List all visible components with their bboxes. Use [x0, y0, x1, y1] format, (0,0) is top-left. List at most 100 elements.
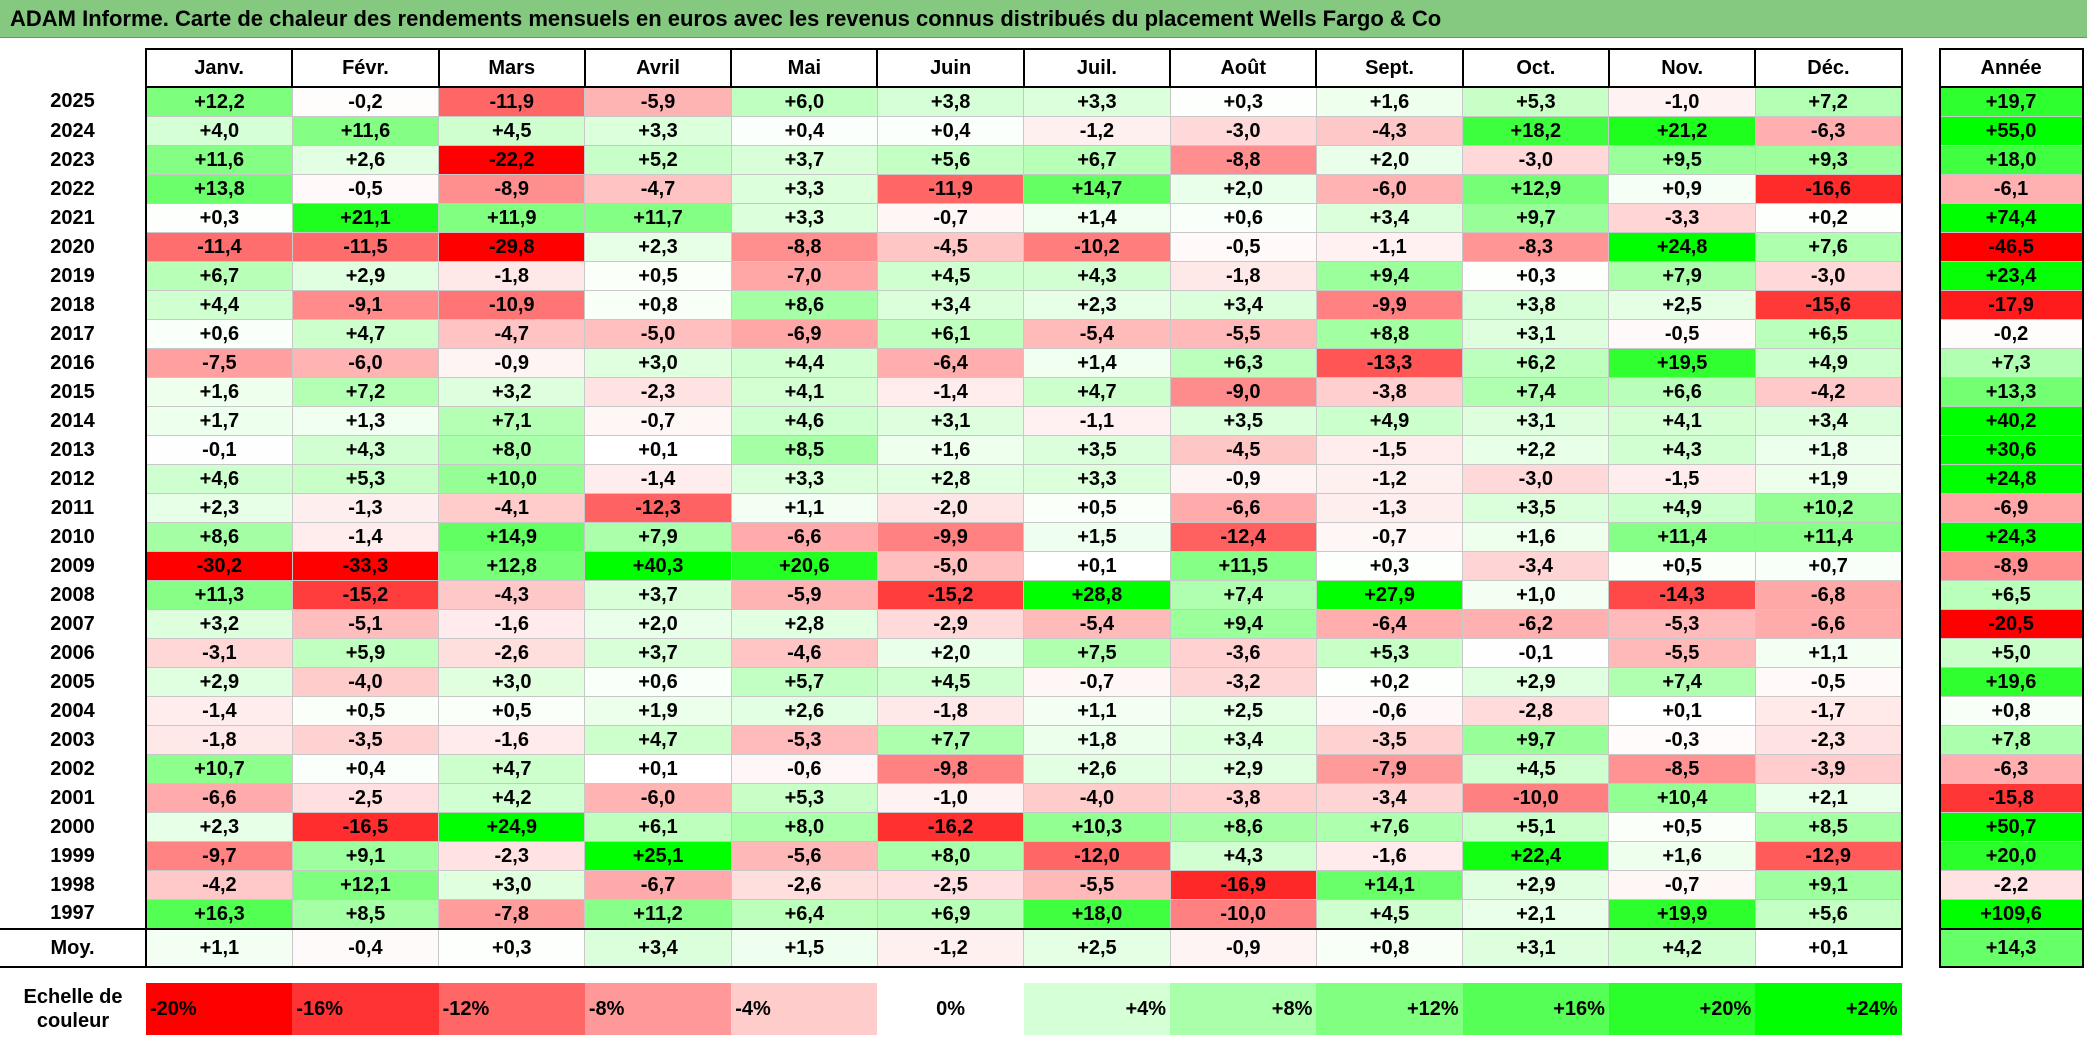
- heatmap-cell: +4,4: [730, 348, 878, 378]
- header-corner: [0, 49, 146, 87]
- heatmap-cell: +3,3: [584, 116, 732, 146]
- heatmap-cell: +25,1: [584, 841, 732, 871]
- heatmap-cell: +1,6: [876, 435, 1025, 465]
- heatmap-cell: +0,3: [438, 928, 586, 968]
- heatmap-cell: +3,1: [1462, 406, 1610, 436]
- heatmap-cell: +8,8: [1315, 319, 1464, 349]
- heatmap-cell: +3,5: [1169, 406, 1317, 436]
- heatmap-cell: +9,1: [1754, 870, 1903, 900]
- heatmap-cell: -1,0: [876, 783, 1025, 813]
- heatmap-cell: -6,4: [876, 348, 1025, 378]
- heatmap-cell: +22,4: [1462, 841, 1610, 871]
- heatmap-cell: -5,6: [730, 841, 878, 871]
- year-label: 2024: [0, 116, 147, 146]
- heatmap-cell: +7,4: [1608, 667, 1756, 697]
- heatmap-cell: +6,1: [876, 319, 1025, 349]
- chart-title: ADAM Informe. Carte de chaleur des rende…: [10, 6, 1442, 31]
- heatmap-cell: +18,0: [1023, 899, 1171, 930]
- heatmap-cell: +24,8: [1608, 232, 1756, 262]
- heatmap-cell: +2,8: [730, 609, 878, 639]
- heatmap-cell: +5,2: [584, 145, 732, 175]
- heatmap-cell: +1,6: [1315, 86, 1464, 117]
- heatmap-cell: -1,4: [291, 522, 440, 552]
- annual-cell: +50,7: [1938, 812, 2084, 842]
- heatmap-cell: -7,5: [145, 348, 293, 378]
- heatmap-cell: +7,2: [291, 377, 440, 407]
- year-row: 2013 -0,1 +4,3 +8,0 +0,1 +8,5 +1,6 +3,5 -4,5 -1,5…: [0, 435, 2084, 465]
- heatmap-cell: +9,4: [1169, 609, 1317, 639]
- heatmap-cell: +9,7: [1462, 203, 1610, 233]
- heatmap-cell: +5,1: [1462, 812, 1610, 842]
- heatmap-cell: +4,9: [1315, 406, 1464, 436]
- heatmap-cell: +6,2: [1462, 348, 1610, 378]
- heatmap-cell: +5,3: [291, 464, 440, 494]
- heatmap-cell: +6,7: [145, 261, 293, 291]
- year-row: 2005 +2,9 -4,0 +3,0 +0,6 +5,7 +4,5 -0,7 -3,2 +0,2…: [0, 667, 2084, 697]
- row-gap: [1901, 348, 1940, 378]
- row-gap: [1901, 377, 1940, 407]
- heatmap-cell: +10,2: [1754, 493, 1903, 523]
- row-gap: [1901, 87, 1940, 117]
- heatmap-cell: +0,5: [1608, 551, 1756, 581]
- heatmap-cell: +8,0: [876, 841, 1025, 871]
- year-label: 2007: [0, 609, 147, 639]
- heatmap-cell: +3,1: [1462, 928, 1610, 968]
- month-header-row: Janv. Févr. Mars Avril Mai Juin Juil. Août Sept.…: [0, 48, 2084, 88]
- heatmap-cell: +2,5: [1608, 290, 1756, 320]
- heatmap-cell: +4,5: [1315, 899, 1464, 930]
- heatmap-cell: +1,4: [1023, 203, 1171, 233]
- heatmap-cell: +14,9: [438, 522, 586, 552]
- heatmap-cell: -1,8: [1169, 261, 1317, 291]
- month-header-7: Juil.: [1022, 48, 1172, 88]
- heatmap-cell: +3,1: [876, 406, 1025, 436]
- heatmap-cell: -16,9: [1169, 870, 1317, 900]
- heatmap-cell: +27,9: [1315, 580, 1464, 610]
- heatmap-cell: -3,1: [145, 638, 293, 668]
- heatmap-cell: -0,6: [730, 754, 878, 784]
- heatmap-cell: -3,8: [1315, 377, 1464, 407]
- heatmap-cell: +18,2: [1462, 116, 1610, 146]
- annual-cell: -6,1: [1938, 174, 2084, 204]
- year-label: 2002: [0, 754, 147, 784]
- scale-swatch: +24%: [1755, 983, 1902, 1035]
- heatmap-cell: -2,3: [438, 841, 586, 871]
- heatmap-cell: +4,5: [438, 116, 586, 146]
- heatmap-cell: +3,2: [438, 377, 586, 407]
- heatmap-cell: -6,0: [1315, 174, 1464, 204]
- row-gap: [1901, 493, 1940, 523]
- heatmap-cell: -7,9: [1315, 754, 1464, 784]
- heatmap-cell: -0,7: [1608, 870, 1756, 900]
- heatmap-cell: -8,8: [1169, 145, 1317, 175]
- year-row: 2011 +2,3 -1,3 -4,1 -12,3 +1,1 -2,0 +0,5 -6,6 -1,…: [0, 493, 2084, 523]
- heatmap-cell: -2,8: [1462, 696, 1610, 726]
- heatmap-cell: -10,0: [1462, 783, 1610, 813]
- heatmap-cell: +5,7: [730, 667, 878, 697]
- heatmap-cell: +8,0: [438, 435, 586, 465]
- heatmap-cell: -14,3: [1608, 580, 1756, 610]
- year-label: 2003: [0, 725, 147, 755]
- heatmap-cell: +10,4: [1608, 783, 1756, 813]
- heatmap-cell: +0,2: [1315, 667, 1464, 697]
- heatmap-cell: +7,6: [1754, 232, 1903, 262]
- scale-swatch: 0%: [877, 983, 1024, 1035]
- year-row: 2009 -30,2 -33,3 +12,8 +40,3 +20,6 -5,0 +0,1 +11…: [0, 551, 2084, 581]
- heatmap-cell: -6,3: [1754, 116, 1903, 146]
- year-label: 2016: [0, 348, 147, 378]
- heatmap-cell: -16,2: [876, 812, 1025, 842]
- annual-cell: -6,3: [1938, 754, 2084, 784]
- year-row: 2016 -7,5 -6,0 -0,9 +3,0 +4,4 -6,4 +1,4 +6,3 -13,…: [0, 348, 2084, 378]
- heatmap-cell: +1,1: [145, 928, 293, 968]
- month-header-12: Déc.: [1754, 48, 1903, 88]
- heatmap-cell: -12,3: [584, 493, 732, 523]
- heatmap-cell: -0,5: [1754, 667, 1903, 697]
- heatmap-cell: +1,1: [1754, 638, 1903, 668]
- scale-swatch: -12%: [438, 983, 585, 1035]
- heatmap-cell: -5,1: [291, 609, 440, 639]
- heatmap-cell: +0,1: [584, 435, 732, 465]
- heatmap-cell: -4,0: [291, 667, 440, 697]
- scale-swatch: +4%: [1023, 983, 1171, 1035]
- heatmap-cell: +1,1: [730, 493, 878, 523]
- heatmap-cell: -5,4: [1023, 609, 1171, 639]
- heatmap-cell: +6,7: [1023, 145, 1171, 175]
- heatmap-cell: -3,2: [1169, 667, 1317, 697]
